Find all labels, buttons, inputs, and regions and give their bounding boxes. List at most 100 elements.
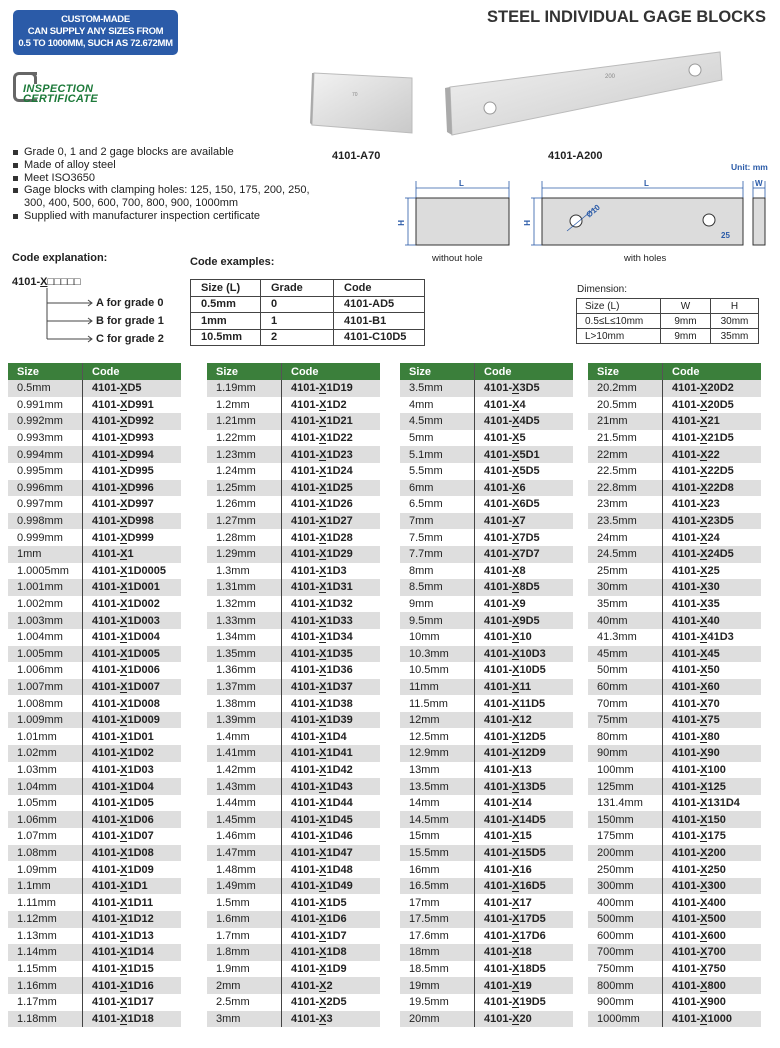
table-row: 90mm 4101-X90: [588, 745, 761, 762]
size-cell: 500mm: [588, 911, 663, 928]
code-cell: 4101-X1D18: [83, 1013, 154, 1025]
size-cell: 20.2mm: [588, 380, 663, 397]
header-cell: W: [660, 298, 711, 314]
table-row: 800mm 4101-X800: [588, 977, 761, 994]
table-row: 9.5mm 4101-X9D5: [400, 612, 573, 629]
table-row: 1.18mm 4101-X1D18: [8, 1010, 181, 1028]
table-row: 1.23mm 4101-X1D23: [207, 446, 380, 463]
code-cell: 4101-X125: [663, 781, 726, 793]
code-cell: 4101-X1D35: [282, 648, 353, 660]
code-cell: 4101-X1D43: [282, 781, 353, 793]
product-images: 70 200: [310, 51, 723, 136]
size-cell: 3.5mm: [400, 380, 475, 397]
size-cell: 1mm: [8, 545, 83, 563]
code-cell: 4101-X19: [475, 980, 532, 992]
engraving: 70: [352, 92, 358, 98]
feature-item: Meet ISO3650: [12, 172, 312, 185]
feature-item: Gage blocks with clamping holes: 125, 15…: [12, 184, 312, 210]
size-cell: 1.009mm: [8, 711, 83, 729]
table-row: 1.13mm 4101-X1D13: [8, 927, 181, 945]
size-cell: 1.5mm: [207, 894, 282, 911]
size-cell: 22.8mm: [588, 479, 663, 497]
code-cell: 4101-X1D03: [83, 764, 154, 776]
table-row: 1.38mm 4101-X1D38: [207, 695, 380, 712]
table-row: 0.993mm 4101-XD993: [8, 429, 181, 447]
table-row: 900mm 4101-X900: [588, 993, 761, 1011]
size-cell: 1.004mm: [8, 628, 83, 646]
size-cell: 1.6mm: [207, 911, 282, 928]
cell: 9mm: [660, 328, 711, 344]
code-cell: 4101-X1D19: [282, 382, 353, 395]
code-cell: 4101-X80: [663, 731, 720, 743]
table-row: 1.49mm 4101-X1D49: [207, 877, 380, 895]
size-cell: 1.02mm: [8, 745, 83, 762]
code-cell: 4101-X10: [475, 631, 532, 644]
code-cell: 4101-X700: [663, 946, 726, 959]
size-cell: 400mm: [588, 894, 663, 911]
size-cell: 1.7mm: [207, 927, 282, 945]
table-row: 12.9mm 4101-X12D9: [400, 745, 573, 762]
table-row: 22mm 4101-X22: [588, 446, 761, 463]
code-cell: 4101-X1D02: [83, 747, 154, 760]
table-row: 17mm 4101-X17: [400, 894, 573, 911]
code-cell: 4101-X11: [475, 681, 531, 693]
size-cell: 5mm: [400, 429, 475, 447]
size-cell: 10mm: [400, 628, 475, 646]
table-row: 0.5mm 0 4101-AD5: [190, 295, 425, 313]
size-cell: 1.25mm: [207, 479, 282, 497]
table-row: 1.41mm 4101-X1D41: [207, 745, 380, 762]
code-cell: 4101-X600: [663, 930, 726, 942]
size-cell: 23mm: [588, 496, 663, 513]
size-cell: 200mm: [588, 844, 663, 862]
cell: 9mm: [660, 313, 711, 329]
size-cell: 17.6mm: [400, 927, 475, 945]
code-cell: 4101-X1D49: [282, 880, 353, 893]
cell: 1mm: [190, 312, 261, 330]
table-row: 40mm 4101-X40: [588, 612, 761, 629]
size-cell: 45mm: [588, 645, 663, 663]
table-row: 15.5mm 4101-X15D5: [400, 844, 573, 862]
size-cell: 1.0005mm: [8, 562, 83, 580]
dimension-title: Dimension:: [577, 284, 628, 295]
code-cell: 4101-X17: [475, 897, 532, 909]
size-table-header: Size Code: [207, 363, 380, 380]
code-cell: 4101-X12D5: [475, 731, 546, 743]
code-cell: 4101-X1D32: [282, 598, 353, 611]
code-cell: 4101-X1D7: [282, 930, 347, 942]
table-row: 131.4mm 4101-X131D4: [588, 794, 761, 812]
size-cell: 1.24mm: [207, 462, 282, 480]
size-cell: 10.3mm: [400, 645, 475, 663]
table-row: 60mm 4101-X60: [588, 678, 761, 696]
code-cell: 4101-X3: [282, 1013, 333, 1025]
code-cell: 4101-X1D14: [83, 946, 154, 959]
code-examples-table: Size (L) Grade Code 0.5mm 0 4101-AD5 1mm 1 410…: [190, 279, 425, 346]
table-row: 25mm 4101-X25: [588, 562, 761, 580]
table-row: 1.08mm 4101-X1D08: [8, 844, 181, 862]
size-cell: 1.14mm: [8, 944, 83, 961]
header-cell: Grade: [260, 279, 334, 297]
code-cell: 4101-X20D2: [663, 382, 734, 395]
table-row: 13.5mm 4101-X13D5: [400, 778, 573, 795]
code-cell: 4101-X12: [475, 714, 532, 727]
code-cell: 4101-X1D002: [83, 598, 160, 611]
table-row: 1.005mm 4101-X1D005: [8, 645, 181, 663]
code-cell: 4101-X13: [475, 764, 532, 776]
code-cell: 4101-X8: [475, 565, 526, 577]
code-cell: 4101-X1D47: [282, 847, 353, 859]
code-cell: 4101-X400: [663, 897, 726, 909]
table-row: 1.22mm 4101-X1D22: [207, 429, 380, 447]
code-cell: 4101-X19D5: [475, 996, 546, 1009]
code-cell: 4101-X1D01: [83, 731, 154, 743]
table-row: 10mm 4101-X10: [400, 628, 573, 646]
cell: 10.5mm: [190, 328, 261, 346]
table-row: 7.5mm 4101-X7D5: [400, 529, 573, 546]
size-cell: 6mm: [400, 479, 475, 497]
table-row: 1.003mm 4101-X1D003: [8, 612, 181, 629]
code-cell: 4101-X41D3: [663, 631, 734, 644]
size-table-header: Size Code: [588, 363, 761, 380]
table-row: 50mm 4101-X50: [588, 662, 761, 679]
code-cell: 4101-X1D04: [83, 781, 154, 793]
code-cell: 4101-X22D8: [663, 482, 734, 494]
size-cell: 0.5mm: [8, 380, 83, 397]
table-row: 1000mm 4101-X1000: [588, 1010, 761, 1028]
